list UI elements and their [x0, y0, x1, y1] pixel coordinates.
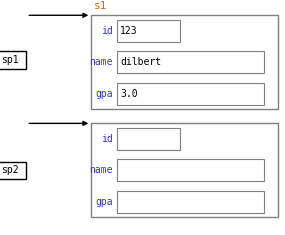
Bar [117, 20, 180, 42]
Text: id: id [101, 26, 113, 36]
Text: name: name [89, 165, 113, 175]
Bar [0, 51, 26, 69]
Bar [117, 83, 264, 105]
Bar [117, 191, 264, 213]
Bar [91, 15, 278, 109]
Text: id: id [101, 134, 113, 144]
Text: name: name [89, 57, 113, 67]
Text: sp1: sp1 [1, 55, 19, 65]
Bar [117, 51, 264, 73]
Text: 3.0: 3.0 [120, 89, 138, 99]
Text: gpa: gpa [95, 197, 113, 207]
Bar [0, 162, 26, 179]
Bar [91, 123, 278, 217]
Text: s1: s1 [94, 0, 107, 11]
Text: gpa: gpa [95, 89, 113, 99]
Text: 123: 123 [120, 26, 138, 36]
Bar [117, 159, 264, 181]
Bar [117, 128, 180, 150]
Text: sp2: sp2 [1, 165, 19, 175]
Text: dilbert: dilbert [120, 57, 161, 67]
